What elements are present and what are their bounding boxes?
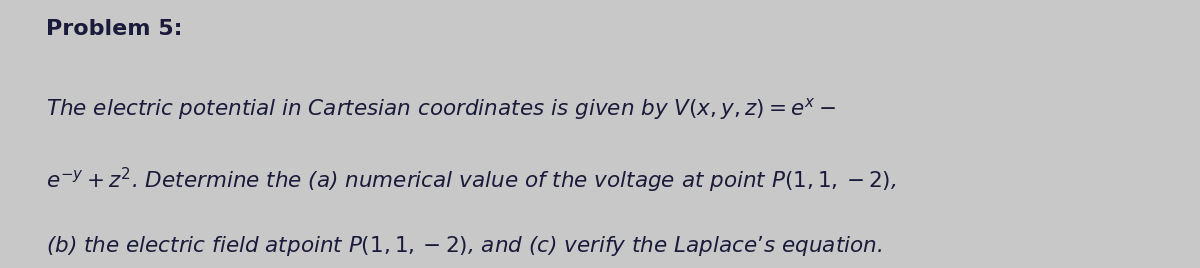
Text: (b) the electric field atpoint $P(1,1,-2)$, and (c) verify the Laplace’s equatio: (b) the electric field atpoint $P(1,1,-2… (46, 233, 882, 258)
Text: $e^{-y} + z^2$. Determine the (a) numerical value of the voltage at point $P(1,1: $e^{-y} + z^2$. Determine the (a) numeri… (46, 166, 896, 195)
Text: The electric potential in Cartesian coordinates is given by $V(x, y, z) = e^x -$: The electric potential in Cartesian coor… (46, 96, 835, 122)
Text: Problem 5:: Problem 5: (46, 19, 182, 39)
